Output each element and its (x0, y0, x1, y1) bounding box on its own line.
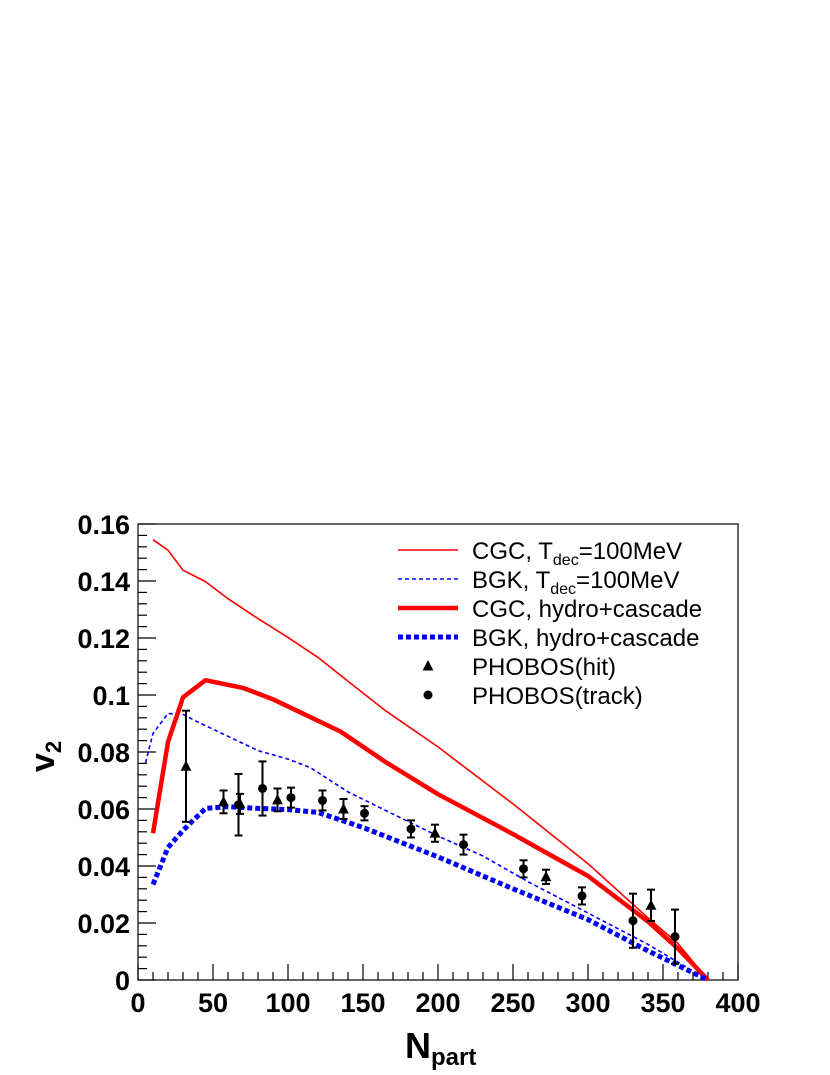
legend-entry-cgc_hydro: CGC, hydro+cascade (398, 596, 702, 623)
y-tick-label: 0.06 (77, 795, 130, 825)
marker-layer (180, 709, 680, 965)
marker-circle (519, 864, 528, 874)
marker-triangle (429, 827, 441, 838)
axis-titles: Npart v2 (24, 741, 476, 1071)
y-tick-label: 0.12 (77, 624, 130, 654)
y-tick-label: 0.1 (92, 681, 130, 711)
legend-label: PHOBOS(hit) (472, 654, 616, 681)
y-tick-label: 0.04 (77, 852, 130, 882)
legend-entry-phobos_hit: PHOBOS(hit) (422, 654, 616, 681)
marker-circle (258, 783, 267, 793)
x-tick-label: 400 (715, 988, 760, 1018)
marker-circle (577, 891, 587, 901)
marker-circle (670, 932, 680, 942)
data-point-phobos_track (670, 908, 680, 965)
marker-triangle (180, 760, 192, 771)
marker-circle (406, 824, 416, 834)
series-line-cgc_tdec (152, 539, 709, 981)
series-line-bgk_hydro (150, 804, 710, 983)
data-point-phobos_track (577, 886, 587, 906)
data-point-phobos_hit (180, 709, 192, 823)
data-point-phobos_track (286, 786, 296, 809)
marker-triangle (540, 870, 552, 882)
y-tick-label: 0 (115, 966, 130, 996)
axes: 0 50 100 150 200 250 300 350 400 0 0.02 0.04 0.06 0.0… (77, 510, 760, 1018)
marker-circle (459, 840, 468, 850)
marker-circle (318, 795, 327, 805)
legend-entry-cgc_tdec: CGC, Tdec=100MeV (398, 538, 682, 569)
data-point-phobos_track (234, 772, 243, 837)
x-axis-title: Npart (405, 1025, 476, 1071)
data-point-phobos_track (628, 892, 638, 949)
x-tick-label: 0 (130, 988, 145, 1018)
marker-circle (628, 916, 638, 926)
data-point-phobos_track (406, 819, 416, 839)
series-layer (144, 539, 710, 983)
y-axis-title: v2 (24, 741, 66, 772)
data-point-phobos_hit (645, 888, 657, 923)
data-point-phobos_track (459, 833, 468, 856)
data-point-phobos_hit (272, 787, 283, 813)
x-tick-label: 150 (340, 988, 385, 1018)
legend-label: BGK, hydro+cascade (472, 625, 699, 652)
legend-entry-phobos_track: PHOBOS(track) (423, 683, 643, 710)
series-line-cgc_hydro (150, 677, 710, 982)
x-tick-label: 350 (640, 988, 685, 1018)
y-tick-label: 0.08 (77, 738, 130, 768)
data-point-phobos_hit (429, 823, 441, 843)
marker-circle (286, 793, 296, 803)
legend-label: CGC, hydro+cascade (472, 596, 702, 623)
legend-marker (423, 690, 433, 700)
x-tick-label: 300 (565, 988, 610, 1018)
data-point-phobos_hit (540, 868, 552, 885)
marker-triangle (338, 803, 349, 814)
legend-entry-bgk_hydro: BGK, hydro+cascade (398, 625, 699, 652)
data-point-phobos_hit (218, 789, 229, 815)
legend-label: CGC, Tdec=100MeV (472, 538, 682, 569)
data-point-phobos_track (318, 789, 327, 812)
data-point-phobos_track (519, 859, 528, 879)
marker-triangle (272, 793, 283, 805)
y-tick-label: 0.14 (77, 567, 130, 597)
data-point-phobos_track (360, 805, 369, 822)
x-tick-label: 250 (490, 988, 535, 1018)
marker-circle (234, 800, 243, 810)
y-tick-label: 0.02 (77, 909, 130, 939)
x-tick-label: 50 (198, 988, 228, 1018)
x-tick-label: 100 (265, 988, 310, 1018)
legend-marker (422, 660, 434, 671)
y-tick-label: 0.16 (77, 510, 130, 540)
legend-label: BGK, Tdec=100MeV (472, 567, 679, 598)
x-tick-label: 200 (415, 988, 460, 1018)
legend-entry-bgk_tdec: BGK, Tdec=100MeV (398, 567, 679, 598)
data-point-phobos_hit (338, 798, 349, 820)
marker-triangle (218, 795, 229, 807)
marker-triangle (645, 899, 657, 910)
legend-label: PHOBOS(track) (472, 683, 643, 710)
data-point-phobos_track (258, 760, 267, 817)
marker-circle (360, 808, 369, 818)
